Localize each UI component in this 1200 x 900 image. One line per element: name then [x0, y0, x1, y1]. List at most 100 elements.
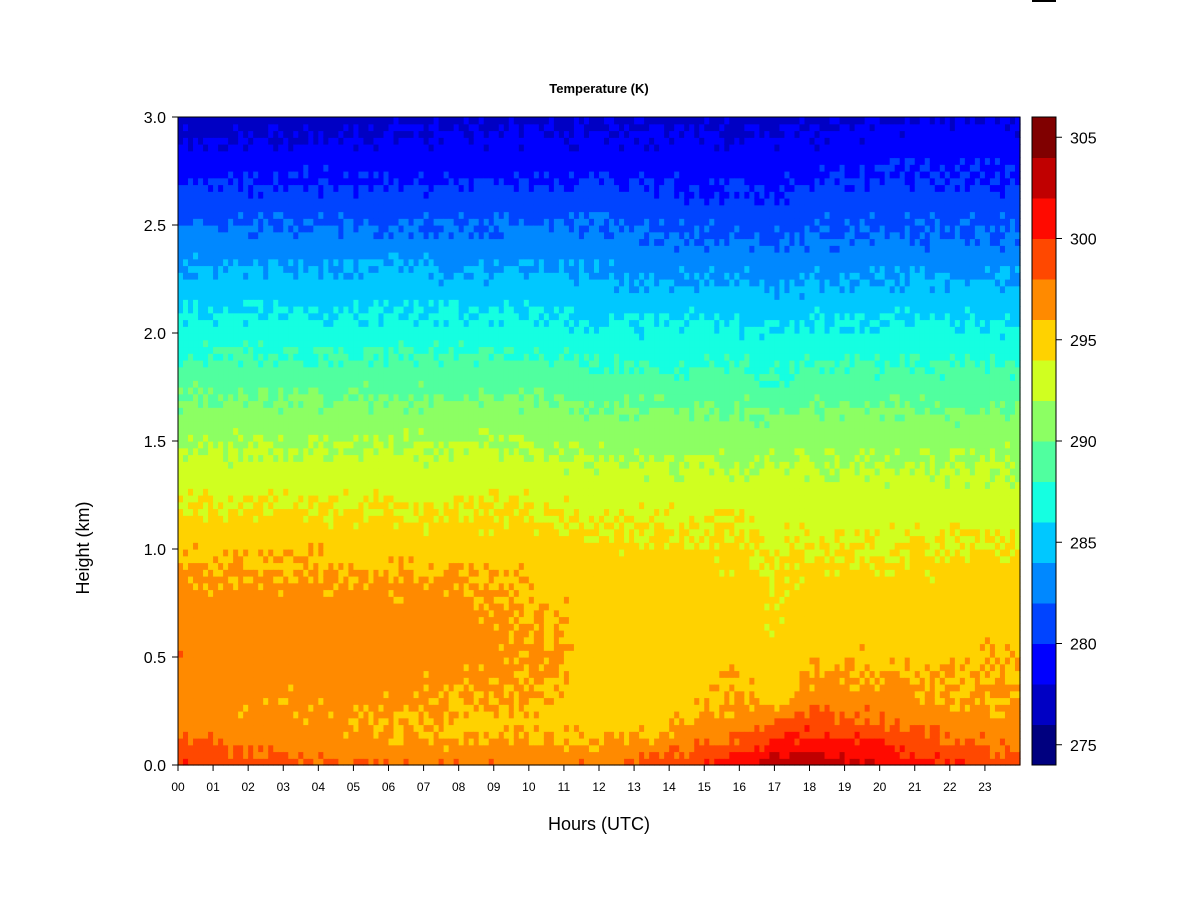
heatmap-cell — [348, 339, 355, 348]
heatmap-cell — [218, 623, 224, 631]
heatmap-cell — [193, 427, 199, 435]
heatmap-cell — [298, 285, 304, 294]
heatmap-cell — [323, 670, 329, 678]
heatmap-cell — [298, 684, 304, 692]
heatmap-cell — [218, 123, 224, 132]
heatmap-cell — [393, 603, 400, 611]
heatmap-cell — [178, 225, 184, 233]
heatmap-cell — [318, 299, 324, 307]
heatmap-cell — [243, 751, 249, 759]
heatmap-cell — [388, 137, 395, 145]
heatmap-cell — [413, 400, 420, 408]
heatmap-cell — [248, 643, 254, 651]
heatmap-cell — [363, 670, 370, 678]
heatmap-cell — [323, 157, 329, 165]
heatmap-cell — [288, 576, 294, 584]
heatmap-cell — [408, 218, 415, 226]
heatmap-cell — [408, 360, 415, 368]
heatmap-cell — [418, 130, 425, 138]
heatmap-cell — [383, 441, 390, 449]
heatmap-cell — [403, 441, 410, 449]
heatmap-cell — [328, 177, 334, 186]
heatmap-cell — [313, 387, 319, 395]
heatmap-cell — [238, 177, 244, 186]
heatmap-cell — [253, 684, 259, 692]
heatmap-cell — [378, 596, 385, 604]
heatmap-cell — [303, 758, 309, 766]
heatmap-cell — [383, 157, 390, 165]
heatmap-cell — [213, 596, 219, 604]
heatmap-cell — [423, 670, 430, 678]
heatmap-cell — [198, 306, 204, 314]
heatmap-cell — [243, 353, 249, 361]
heatmap-cell — [298, 177, 304, 186]
heatmap-cell — [273, 299, 279, 307]
heatmap-cell — [363, 333, 370, 341]
heatmap-cell — [258, 508, 264, 516]
heatmap-cell — [208, 137, 214, 145]
heatmap-cell — [358, 393, 365, 402]
heatmap-cell — [378, 225, 385, 233]
heatmap-cell — [368, 184, 375, 192]
heatmap-cell — [403, 657, 410, 665]
heatmap-cell — [243, 393, 249, 402]
heatmap-cell — [433, 157, 440, 165]
heatmap-cell — [418, 468, 425, 476]
heatmap-cell — [198, 515, 204, 523]
heatmap-cell — [368, 272, 375, 280]
heatmap-cell — [208, 373, 214, 381]
heatmap-cell — [253, 441, 259, 449]
heatmap-cell — [178, 279, 184, 287]
heatmap-cell — [298, 596, 304, 604]
heatmap-cell — [228, 414, 234, 422]
heatmap-cell — [288, 353, 294, 361]
heatmap-cell — [323, 393, 329, 402]
heatmap-cell — [248, 717, 254, 726]
heatmap-cell — [373, 285, 380, 294]
heatmap-cell — [303, 582, 309, 591]
heatmap-cell — [383, 292, 390, 300]
heatmap-cell — [358, 339, 365, 348]
heatmap-cell — [288, 400, 294, 408]
heatmap-cell — [373, 292, 380, 300]
heatmap-cell — [353, 690, 360, 699]
heatmap-cell — [268, 549, 274, 557]
heatmap-cell — [253, 535, 259, 543]
heatmap-cell — [398, 501, 405, 510]
heatmap-cell — [353, 252, 360, 260]
heatmap-cell — [338, 292, 344, 300]
heatmap-cell — [428, 542, 435, 550]
heatmap-cell — [338, 751, 344, 759]
heatmap-cell — [373, 407, 380, 415]
heatmap-cell — [328, 535, 334, 543]
heatmap-cell — [353, 198, 360, 206]
heatmap-cell — [353, 744, 360, 753]
heatmap-cell — [278, 751, 284, 759]
heatmap-cell — [413, 144, 420, 152]
heatmap-cell — [413, 393, 420, 402]
heatmap-cell — [423, 238, 430, 246]
heatmap-cell — [378, 252, 385, 260]
heatmap-cell — [313, 697, 319, 705]
heatmap-cell — [338, 697, 344, 705]
heatmap-cell — [353, 677, 360, 685]
heatmap-cell — [393, 690, 400, 699]
heatmap-cell — [338, 569, 344, 577]
heatmap-cell — [313, 468, 319, 476]
heatmap-cell — [348, 751, 355, 759]
heatmap-cell — [318, 225, 324, 233]
heatmap-cell — [338, 576, 344, 584]
heatmap-cell — [263, 704, 269, 712]
heatmap-cell — [203, 238, 209, 246]
heatmap-cell — [258, 312, 264, 321]
heatmap-cell — [313, 441, 319, 449]
heatmap-cell — [298, 171, 304, 179]
heatmap-cell — [383, 528, 390, 537]
heatmap-cell — [183, 380, 189, 388]
heatmap-cell — [228, 711, 234, 719]
heatmap-cell — [333, 609, 339, 618]
heatmap-cell — [398, 697, 405, 705]
heatmap-cell — [198, 258, 204, 267]
heatmap-cell — [388, 326, 395, 334]
heatmap-cell — [413, 717, 420, 726]
